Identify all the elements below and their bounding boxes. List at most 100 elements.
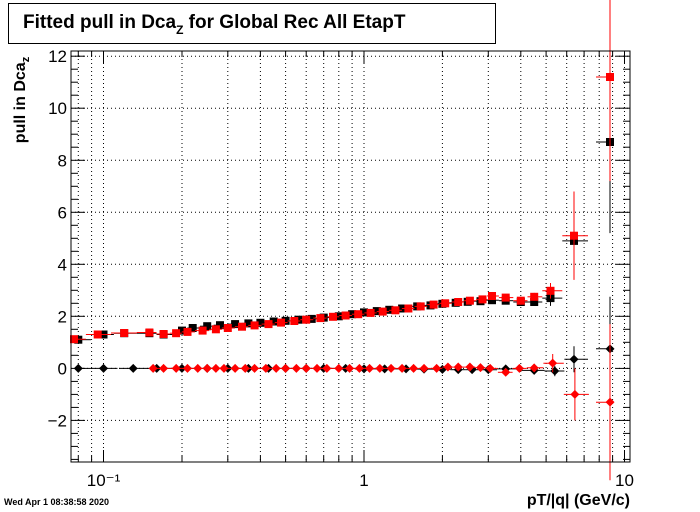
square-marker	[188, 324, 197, 332]
diamond-marker	[250, 363, 260, 373]
square-marker	[488, 292, 496, 300]
square-marker	[302, 315, 311, 324]
x-axis-label: pT/|q| (GeV/c)	[526, 492, 630, 509]
diamond-marker	[73, 363, 83, 373]
diamond-marker	[202, 363, 212, 373]
frame-background	[71, 51, 630, 462]
chart-title: Fitted pull in DcaZ for Global Rec All E…	[23, 12, 406, 37]
diamond-marker	[465, 362, 475, 372]
square-marker	[429, 300, 438, 309]
square-marker	[360, 308, 368, 317]
square-marker	[501, 293, 510, 302]
diamond-marker	[193, 363, 203, 373]
diamond-marker	[375, 363, 385, 373]
diamond-marker	[291, 363, 301, 373]
diamond-marker	[334, 363, 344, 373]
diamond-marker	[240, 363, 250, 373]
square-marker	[203, 322, 212, 331]
square-marker	[290, 317, 299, 325]
square-marker	[354, 310, 363, 319]
square-marker	[316, 314, 325, 323]
diamond-marker	[570, 389, 580, 399]
diamond-marker	[354, 363, 364, 373]
square-marker	[454, 298, 463, 306]
data-series	[70, 0, 615, 481]
square-marker	[211, 325, 220, 334]
square-marker	[329, 312, 337, 321]
y-tick-label: 8	[58, 151, 67, 170]
diamond-marker	[548, 358, 558, 368]
diamond-marker	[514, 363, 524, 373]
square-marker	[269, 317, 278, 326]
diamond-marker	[529, 363, 539, 373]
diamond-marker	[397, 363, 407, 373]
diamond-marker	[301, 363, 311, 373]
diamond-marker	[171, 363, 181, 373]
diamond-marker	[345, 363, 355, 373]
x-tick-label: 10	[615, 471, 634, 490]
diamond-marker	[432, 363, 442, 373]
diamond-marker	[271, 363, 281, 373]
diamond-marker	[322, 363, 332, 373]
square-marker	[341, 311, 350, 320]
square-marker	[378, 307, 387, 316]
diamond-marker	[99, 363, 109, 373]
y-tick-label: 10	[48, 99, 67, 118]
square-marker	[70, 335, 78, 344]
square-marker	[244, 319, 253, 328]
diamond-marker	[365, 363, 375, 373]
square-marker	[145, 328, 154, 337]
diamond-marker	[219, 363, 229, 373]
square-marker	[391, 306, 400, 315]
square-marker	[488, 296, 496, 305]
series-3	[148, 324, 615, 481]
square-marker	[416, 302, 425, 311]
square-marker	[183, 327, 192, 336]
square-marker	[530, 298, 539, 306]
diamond-marker	[475, 363, 485, 373]
y-tick-label: −2	[48, 411, 67, 430]
y-tick-label: 4	[58, 255, 67, 274]
square-marker	[465, 296, 474, 305]
diamond-marker	[453, 362, 463, 372]
diamond-marker	[128, 363, 138, 373]
square-marker	[93, 330, 102, 339]
square-marker	[178, 326, 186, 335]
square-marker	[570, 231, 578, 240]
diamond-marker	[386, 363, 396, 373]
plot-frame	[70, 50, 631, 463]
diamond-marker	[409, 363, 419, 373]
title-box: Fitted pull in DcaZ for Global Rec All E…	[8, 3, 496, 44]
diamond-marker	[501, 367, 511, 377]
axis-tick-labels: 10⁻¹ 1 10 −2 0 2 4 6 8 10 12	[48, 47, 634, 490]
square-marker	[516, 296, 525, 305]
square-marker	[546, 286, 555, 295]
diamond-marker	[182, 363, 192, 373]
square-marker	[238, 322, 246, 331]
series-2	[70, 0, 614, 344]
square-marker	[264, 320, 273, 329]
x-tick-label: 10⁻¹	[87, 471, 121, 490]
square-marker	[256, 318, 265, 327]
diamond-marker	[605, 397, 615, 407]
y-tick-label: 0	[58, 359, 67, 378]
diamond-marker	[261, 363, 271, 373]
square-marker	[530, 292, 539, 301]
diamond-marker	[211, 363, 221, 373]
y-tick-label: 2	[58, 307, 67, 326]
diamond-marker	[419, 363, 429, 373]
x-tick-label: 1	[359, 471, 368, 490]
square-marker	[198, 326, 207, 335]
diamond-marker	[485, 363, 495, 373]
diamond-marker	[312, 363, 322, 373]
y-tick-label: 12	[48, 47, 67, 66]
diamond-marker	[281, 363, 291, 373]
diamond-marker	[159, 363, 169, 373]
square-marker	[231, 320, 240, 329]
square-marker	[404, 304, 413, 313]
square-marker	[441, 299, 450, 308]
square-marker	[366, 308, 375, 317]
diamond-marker	[230, 363, 240, 373]
square-marker	[223, 324, 232, 332]
